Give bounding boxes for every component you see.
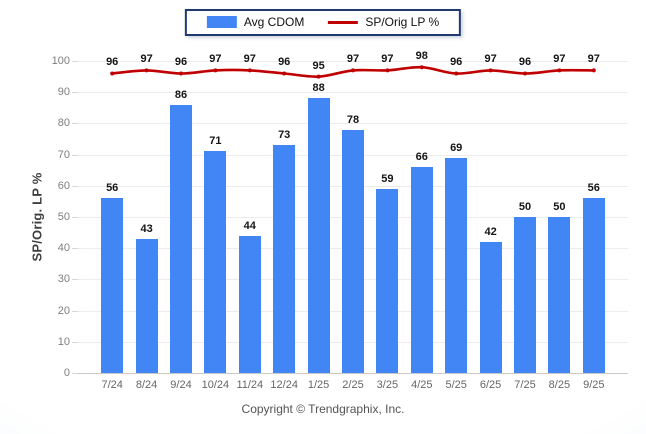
bar-value-label: 73 <box>278 129 291 142</box>
line-value-label: 97 <box>243 53 256 66</box>
bar <box>273 145 296 373</box>
y-tick-mark <box>72 279 78 281</box>
y-tick-mark <box>72 185 78 187</box>
gridline <box>78 123 628 125</box>
bar-value-label: 56 <box>587 182 600 195</box>
bar-value-label: 42 <box>484 225 497 238</box>
line-value-label: 97 <box>381 53 394 66</box>
y-tick-mark <box>72 310 78 312</box>
legend-item-avg-cdom: Avg CDOM <box>206 15 305 29</box>
y-tick-label: 20 <box>57 304 70 317</box>
bar-value-label: 88 <box>312 82 325 95</box>
y-tick-mark <box>72 373 78 374</box>
line-value-label: 95 <box>312 59 325 72</box>
bar-value-label: 43 <box>140 222 153 235</box>
y-tick-mark <box>72 217 78 218</box>
plot-area: 56 43 86 71 44 73 88 78 59 66 69 42 50 50 56 96 97 96 97 97… <box>72 50 628 374</box>
bar <box>135 238 158 373</box>
bar <box>238 235 261 373</box>
x-axis-label: 9/25 <box>583 379 605 391</box>
x-axis-line <box>78 373 628 374</box>
line-value-label: 97 <box>209 53 222 66</box>
line-value-label: 96 <box>450 56 463 69</box>
x-axis-label: 7/25 <box>514 379 536 391</box>
bar-value-label: 50 <box>553 201 566 213</box>
legend-label-avg-cdom: Avg CDOM <box>243 15 305 29</box>
y-tick-label: 40 <box>57 242 70 255</box>
bar <box>101 198 124 373</box>
x-axis-label: 12/24 <box>270 379 298 391</box>
y-tick-label: 70 <box>57 148 70 161</box>
bar-swatch-icon <box>206 16 237 28</box>
y-tick-label: 10 <box>57 335 70 348</box>
line-value-label: 97 <box>553 53 566 66</box>
x-axis-label: 6/25 <box>479 379 502 391</box>
x-axis-label: 4/25 <box>411 379 433 391</box>
bar-value-label: 66 <box>415 151 428 164</box>
bar-value-label: 86 <box>174 88 188 101</box>
bar-value-label: 71 <box>209 135 222 148</box>
x-axis-label: 10/24 <box>201 379 230 391</box>
sp-orig-lp-line <box>110 65 596 79</box>
line-value-label: 97 <box>140 53 153 66</box>
bar-value-label: 78 <box>346 113 360 126</box>
y-tick-mark <box>72 61 78 62</box>
gridline <box>78 92 628 94</box>
y-tick-label: 100 <box>51 55 70 67</box>
x-axis-label: 2/25 <box>342 379 364 391</box>
bar <box>479 241 502 373</box>
line-value-label: 97 <box>346 53 360 66</box>
bar-value-label: 59 <box>381 172 394 185</box>
bar <box>548 217 571 373</box>
bar <box>307 98 330 373</box>
gridline <box>78 61 628 62</box>
line-value-label: 97 <box>484 53 497 66</box>
x-axis-label: 8/25 <box>548 379 571 391</box>
y-tick-label: 80 <box>57 117 70 130</box>
bar <box>582 198 605 373</box>
copyright-text: Copyright © Trendgraphix, Inc. <box>241 402 405 416</box>
bar-value-label: 50 <box>518 201 532 213</box>
legend-label-sp-orig-lp: SP/Orig LP % <box>365 15 440 29</box>
y-tick-mark <box>72 123 78 125</box>
line-value-label: 96 <box>278 56 291 69</box>
x-axis-label: 1/25 <box>307 379 330 391</box>
legend-item-sp-orig-lp: SP/Orig LP % <box>328 15 439 29</box>
y-tick-mark <box>72 92 78 94</box>
x-axis-label: 7/24 <box>101 379 123 391</box>
bar <box>514 217 536 373</box>
x-axis-label: 11/24 <box>236 379 264 391</box>
y-tick-label: 0 <box>63 367 70 379</box>
line-value-label: 98 <box>415 50 428 63</box>
bar <box>445 157 468 373</box>
y-tick-label: 90 <box>57 86 70 99</box>
bar <box>410 167 433 373</box>
bar <box>204 151 227 373</box>
y-tick-mark <box>72 154 78 156</box>
y-tick-mark <box>72 341 78 343</box>
line-value-label: 96 <box>518 56 532 69</box>
line-value-label: 96 <box>174 56 188 69</box>
bar-value-label: 69 <box>450 141 463 154</box>
line-value-label: 96 <box>106 56 119 69</box>
y-tick-label: 60 <box>57 179 70 192</box>
bar <box>376 188 399 373</box>
y-tick-label: 30 <box>57 273 70 286</box>
y-tick-label: 50 <box>57 211 70 223</box>
x-axis-label: 5/25 <box>445 379 467 391</box>
legend: Avg CDOM SP/Orig LP % <box>184 9 462 36</box>
bar-value-label: 44 <box>243 219 256 232</box>
line-value-label: 97 <box>587 53 600 66</box>
bar <box>342 129 364 373</box>
y-tick-mark <box>72 248 78 250</box>
line-swatch-icon <box>328 20 359 24</box>
bar <box>170 104 192 373</box>
x-axis-label: 9/24 <box>170 379 192 391</box>
x-axis-label: 8/24 <box>135 379 158 391</box>
bar-value-label: 56 <box>106 182 119 195</box>
x-axis-label: 3/25 <box>376 379 399 391</box>
